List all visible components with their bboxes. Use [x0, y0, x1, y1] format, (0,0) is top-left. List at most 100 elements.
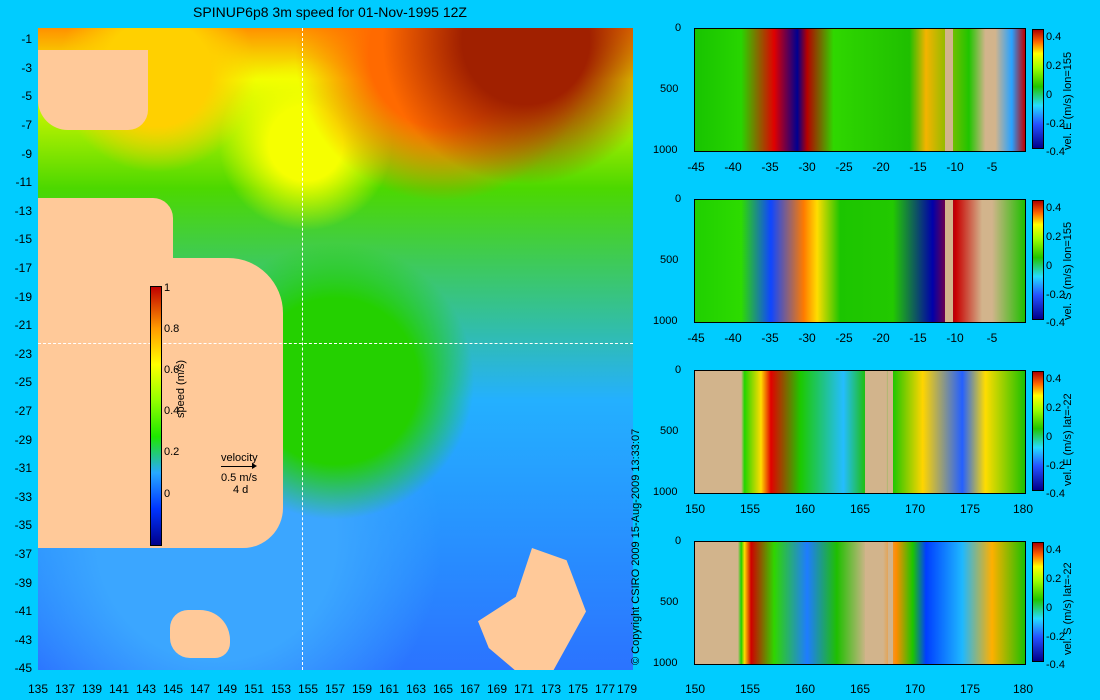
map-y-label-22: -45 [14, 661, 32, 675]
section-4-cb-tick-1: 0.2 [1046, 573, 1062, 585]
section-label-3: vel. E (m/s) lat=-22 [1062, 393, 1074, 486]
section-1-x-tick-2: -35 [761, 160, 779, 174]
section-1-cb-tick-4: -0.4 [1046, 146, 1065, 158]
map-y-label-18: -37 [14, 547, 32, 561]
latitude-marker-22 [38, 343, 633, 344]
map-y-label-8: -17 [14, 261, 32, 275]
land-new-zealand [478, 548, 586, 670]
copyright-text: © Copyright CSIRO 2009 15-Aug-2009 13:33… [630, 428, 642, 665]
map-x-label-13: 161 [378, 682, 400, 696]
meridian-marker-155 [302, 28, 303, 670]
section-2-y-tick-2: 1000 [653, 315, 678, 327]
section-1-y-tick-2: 1000 [653, 144, 678, 156]
map-x-label-22: 179 [616, 682, 638, 696]
section-2-y-tick-0: 0 [675, 193, 682, 205]
section-panel-1[interactable] [694, 28, 1026, 152]
section-4-x-tick-3: 165 [849, 682, 871, 696]
map-y-label-4: -9 [21, 147, 32, 161]
speed-colorbar-tick-5: 0 [164, 488, 171, 500]
section-4-x-tick-1: 155 [739, 682, 761, 696]
section-4-x-tick-6: 180 [1012, 682, 1034, 696]
land-papua-new-guinea [38, 50, 148, 130]
map-y-label-15: -31 [14, 461, 32, 475]
section-1-x-tick-1: -40 [724, 160, 742, 174]
map-x-label-15: 165 [432, 682, 454, 696]
section-4-y-tick-2: 1000 [653, 657, 678, 669]
section-1-x-tick-7: -10 [946, 160, 964, 174]
map-x-label-18: 171 [513, 682, 535, 696]
map-x-label-6: 147 [189, 682, 211, 696]
map-y-label-2: -5 [21, 89, 32, 103]
section-panel-3[interactable] [694, 370, 1026, 494]
map-x-label-16: 167 [459, 682, 481, 696]
section-3-x-tick-0: 150 [684, 502, 706, 516]
speed-colorbar-tick-2: 0.6 [164, 364, 180, 376]
main-title: SPINUP6p8 3m speed for 01-Nov-1995 12Z [193, 4, 467, 20]
section-3-cb-tick-3: -0.2 [1046, 460, 1065, 472]
map-y-label-0: -1 [21, 32, 32, 46]
section-colorbar-4 [1032, 542, 1044, 662]
speed-colorbar [150, 286, 162, 546]
section-2-cb-tick-1: 0.2 [1046, 231, 1062, 243]
map-x-label-1: 137 [54, 682, 76, 696]
speed-colorbar-tick-1: 0.8 [164, 323, 180, 335]
section-colorbar-2 [1032, 200, 1044, 320]
map-y-label-14: -29 [14, 433, 32, 447]
map-x-label-19: 173 [540, 682, 562, 696]
map-x-label-21: 177 [594, 682, 616, 696]
section-colorbar-3 [1032, 371, 1044, 491]
section-3-x-tick-6: 180 [1012, 502, 1034, 516]
section-1-y-tick-1: 500 [660, 83, 679, 95]
speed-colorbar-tick-0: 1 [164, 282, 171, 294]
section-2-cb-tick-2: 0 [1046, 260, 1053, 272]
map-y-label-13: -27 [14, 404, 32, 418]
section-4-cb-tick-4: -0.4 [1046, 659, 1065, 671]
section-3-cb-tick-2: 0 [1046, 431, 1053, 443]
ocean-speed-map[interactable] [38, 28, 633, 670]
section-4-x-tick-4: 170 [904, 682, 926, 696]
map-x-label-10: 155 [297, 682, 319, 696]
map-y-label-11: -23 [14, 347, 32, 361]
section-1-cb-tick-1: 0.2 [1046, 60, 1062, 72]
map-x-label-12: 159 [351, 682, 373, 696]
map-x-label-0: 135 [27, 682, 49, 696]
map-y-label-7: -15 [14, 232, 32, 246]
section-2-x-tick-2: -35 [761, 331, 779, 345]
speed-colorbar-tick-3: 0.4 [164, 405, 180, 417]
section-3-y-tick-2: 1000 [653, 486, 678, 498]
section-3-x-tick-3: 165 [849, 502, 871, 516]
velocity-key-label: velocity [221, 452, 258, 464]
land-tasmania [170, 610, 230, 658]
map-y-label-5: -11 [15, 175, 32, 189]
velocity-key-duration: 4 d [233, 484, 249, 496]
velocity-key-speed: 0.5 m/s [221, 472, 258, 484]
section-panel-2[interactable] [694, 199, 1026, 323]
section-4-x-tick-2: 160 [794, 682, 816, 696]
section-colorbar-1 [1032, 29, 1044, 149]
section-3-x-tick-2: 160 [794, 502, 816, 516]
section-panel-4[interactable] [694, 541, 1026, 665]
section-2-x-tick-5: -20 [872, 331, 890, 345]
map-y-label-21: -43 [14, 633, 32, 647]
section-1-y-tick-0: 0 [675, 22, 682, 34]
map-y-label-17: -35 [14, 518, 32, 532]
map-y-label-1: -3 [21, 61, 32, 75]
section-2-y-tick-1: 500 [660, 254, 679, 266]
section-3-cb-tick-4: -0.4 [1046, 488, 1065, 500]
section-3-cb-tick-0: 0.4 [1046, 373, 1062, 385]
map-y-label-6: -13 [14, 204, 32, 218]
map-x-label-2: 139 [81, 682, 103, 696]
section-4-y-tick-0: 0 [675, 535, 682, 547]
section-4-y-tick-1: 500 [660, 596, 679, 608]
section-1-x-tick-4: -25 [835, 160, 853, 174]
speed-colorbar-title: speed (m/s) [175, 359, 187, 418]
section-3-y-tick-0: 0 [675, 364, 682, 376]
map-x-label-9: 153 [270, 682, 292, 696]
map-y-label-20: -41 [14, 604, 32, 618]
map-x-label-3: 141 [108, 682, 130, 696]
map-y-label-16: -33 [14, 490, 32, 504]
section-4-cb-tick-2: 0 [1046, 602, 1053, 614]
velocity-key: velocity 0.5 m/s 4 d [221, 452, 258, 496]
section-1-x-tick-0: -45 [687, 160, 705, 174]
map-x-label-7: 149 [216, 682, 238, 696]
